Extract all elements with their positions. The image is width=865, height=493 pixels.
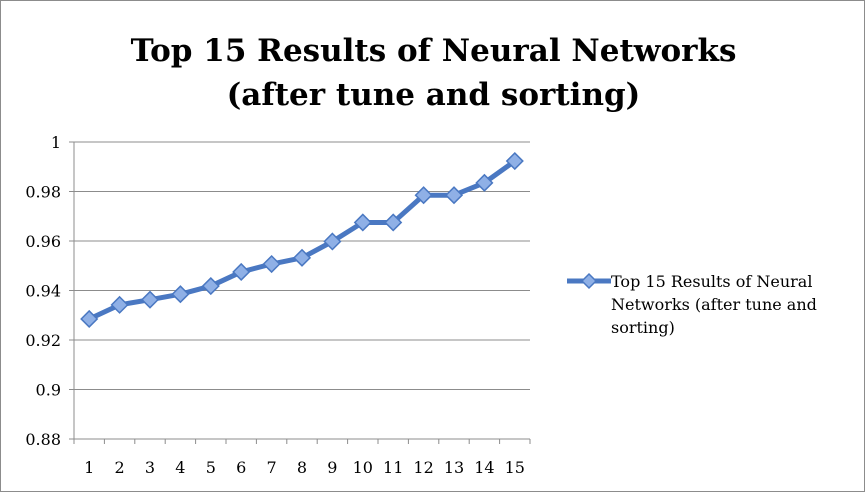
data-point-marker: [171, 285, 190, 304]
x-tick-label: 12: [413, 458, 433, 477]
x-axis-ticks: 1 2 3 4 5 6 7 8 9 10 11 12 13 14 15: [84, 458, 525, 477]
x-tick-label: 1: [84, 458, 94, 477]
data-point-marker: [414, 186, 433, 205]
x-tick-label: 5: [206, 458, 216, 477]
chart-title-line-1: Top 15 Results of Neural Networks: [130, 33, 737, 69]
gridlines: [74, 141, 530, 390]
x-tick-label: 8: [297, 458, 307, 477]
x-tick-label: 10: [353, 458, 373, 477]
chart-title-line-2: (after tune and sorting): [226, 77, 641, 113]
data-point-marker: [292, 248, 312, 267]
x-tick-label: 2: [115, 458, 125, 477]
data-point-marker: [505, 151, 524, 171]
x-tick-label: 3: [145, 458, 155, 477]
x-tick-label: 9: [327, 458, 337, 477]
x-tick-label: 11: [383, 458, 403, 477]
data-point-marker: [323, 232, 342, 251]
x-tick-label: 6: [236, 458, 246, 477]
data-point-marker: [353, 213, 372, 232]
y-tick-label: 0.9: [36, 381, 61, 400]
axes: [69, 141, 531, 444]
series-line: [80, 151, 524, 329]
y-tick-label: 0.92: [25, 331, 61, 350]
data-point-marker: [475, 173, 494, 192]
data-point-marker: [232, 262, 251, 281]
y-tick-label: 0.98: [25, 183, 61, 202]
x-tick-label: 13: [444, 458, 464, 477]
x-tick-label: 15: [505, 458, 525, 477]
legend-marker: [567, 272, 611, 290]
data-point-marker: [80, 309, 99, 329]
y-tick-label: 0.96: [25, 232, 61, 251]
x-tick-label: 4: [175, 458, 185, 477]
y-axis-ticks: 0.88 0.9 0.92 0.94 0.96 0.98 1: [25, 133, 61, 449]
data-point-marker: [140, 290, 160, 309]
y-tick-label: 0.88: [25, 430, 61, 449]
x-tick-label: 7: [267, 458, 277, 477]
data-point-marker: [110, 295, 129, 314]
data-point-marker: [384, 213, 403, 232]
legend-entry-label: Top 15 Results of Neural Networks (after…: [611, 272, 817, 337]
x-tick-label: 14: [474, 458, 494, 477]
chart-title: Top 15 Results of Neural Networks (after…: [1, 29, 865, 117]
data-point-marker: [444, 186, 464, 205]
y-tick-label: 1: [51, 133, 61, 152]
y-tick-label: 0.94: [25, 282, 61, 301]
data-point-marker: [201, 276, 220, 296]
data-point-marker: [262, 254, 281, 274]
legend-diamond: [580, 272, 598, 290]
